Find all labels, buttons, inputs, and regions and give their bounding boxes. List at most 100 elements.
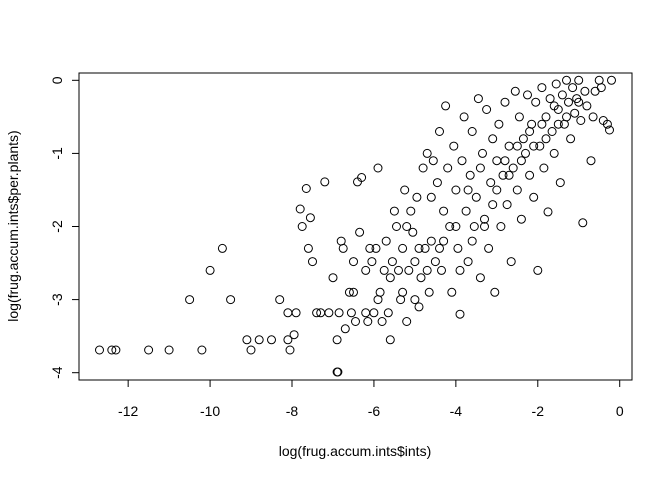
data-point <box>349 257 358 267</box>
data-point <box>568 83 578 93</box>
data-point <box>111 345 121 355</box>
y-axis-label: log(frug.accum.ints$per.plants) <box>5 130 21 321</box>
data-point <box>295 204 305 214</box>
data-point <box>549 148 559 158</box>
data-point <box>541 112 551 122</box>
data-point <box>254 335 264 345</box>
data-point <box>463 185 473 195</box>
y-tick-label: -2 <box>49 220 65 233</box>
data-point <box>371 243 381 253</box>
data-point <box>453 243 463 253</box>
data-point <box>547 127 557 136</box>
data-point <box>594 75 604 85</box>
data-point <box>392 222 401 231</box>
data-point <box>406 206 416 216</box>
data-point <box>205 265 215 275</box>
data-point <box>422 265 432 275</box>
data-point <box>475 273 485 283</box>
data-point <box>422 148 432 158</box>
data-point <box>338 243 348 253</box>
data-point <box>480 222 489 231</box>
data-point <box>461 206 471 216</box>
data-point <box>385 273 395 283</box>
data-point <box>551 79 561 89</box>
data-point <box>379 265 389 275</box>
data-point <box>242 335 252 345</box>
data-point <box>367 257 377 267</box>
data-point <box>324 308 334 318</box>
data-point <box>537 83 547 93</box>
data-point <box>340 324 350 334</box>
data-point <box>555 178 565 188</box>
data-point <box>504 170 514 180</box>
data-point <box>516 214 526 224</box>
data-point <box>514 112 524 122</box>
data-point <box>504 141 514 151</box>
data-point <box>539 163 549 173</box>
data-point <box>441 101 451 111</box>
data-point <box>439 236 449 246</box>
data-point <box>365 243 375 253</box>
data-point <box>383 308 393 318</box>
data-point <box>484 243 494 253</box>
data-point <box>582 101 592 111</box>
data-point <box>494 119 504 129</box>
data-point <box>459 112 469 122</box>
data-point <box>416 273 426 283</box>
data-point <box>164 345 174 355</box>
x-tick-label: -2 <box>532 403 545 419</box>
data-point <box>525 127 535 136</box>
data-point <box>349 287 358 297</box>
data-point <box>523 90 532 100</box>
data-point <box>217 243 227 253</box>
data-point <box>496 222 506 231</box>
data-point <box>521 148 530 158</box>
data-point <box>346 308 356 318</box>
data-point <box>404 265 414 275</box>
x-axis-label: log(frug.accum.ints$ints) <box>279 443 432 459</box>
data-point <box>490 287 500 297</box>
x-axis: -12 -10 -8 -6 -4 -2 0 <box>118 379 624 419</box>
data-point <box>418 163 428 173</box>
data-point <box>373 295 383 305</box>
data-point <box>275 295 285 305</box>
data-point <box>518 134 528 144</box>
data-point <box>605 125 614 135</box>
data-point <box>512 141 522 151</box>
data-point <box>445 222 455 231</box>
data-point <box>537 119 547 129</box>
data-point <box>578 218 588 228</box>
data-point <box>475 163 485 173</box>
y-tick-label: -1 <box>49 147 65 160</box>
data-point <box>506 257 516 267</box>
data-point <box>402 317 412 326</box>
data-point <box>226 295 236 305</box>
data-point <box>297 222 307 231</box>
data-point <box>498 170 508 180</box>
data-point <box>588 112 598 122</box>
data-point <box>566 134 576 144</box>
data-point <box>447 287 457 297</box>
data-point <box>381 236 391 246</box>
data-point <box>543 207 553 217</box>
data-point <box>333 367 343 377</box>
data-point <box>414 302 424 312</box>
data-point <box>463 257 473 267</box>
data-point <box>488 134 498 144</box>
data-point <box>473 94 483 104</box>
data-point <box>420 243 430 253</box>
data-point <box>596 83 606 93</box>
y-tick-label: 0 <box>49 76 65 84</box>
y-axis: -4 -3 -2 -1 0 <box>49 76 80 379</box>
data-point <box>361 308 371 318</box>
data-point <box>471 192 481 202</box>
data-point <box>308 257 317 267</box>
data-point <box>410 257 420 267</box>
data-point <box>580 86 590 96</box>
data-point <box>332 335 342 345</box>
data-point <box>289 330 299 340</box>
data-point <box>375 287 385 297</box>
data-point <box>398 287 408 297</box>
data-point <box>529 141 539 151</box>
